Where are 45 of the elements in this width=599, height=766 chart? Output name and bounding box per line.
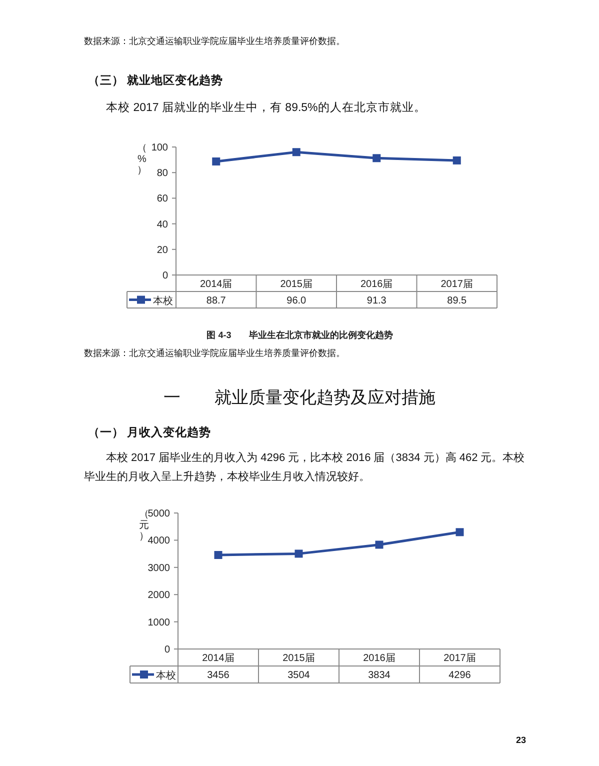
data-label: 89.5 xyxy=(447,295,468,306)
x-tick-label: 2015届 xyxy=(282,653,315,664)
source-note: 数据来源：北京交通运输职业学院应届毕业生培养质量评价数据。 xyxy=(84,347,345,360)
text: （三） 就业地区变化趋势 xyxy=(88,73,224,88)
x-tick-label: 2014届 xyxy=(202,653,234,664)
text: 23 xyxy=(516,735,526,745)
text: 本校 2017 届毕业生的月收入为 4296 元，比本校 2016 届（3834 元）高 462 元。本校毕业生的月收入呈上升趋势，本校毕业生月收入情况较好。 xyxy=(84,450,526,484)
y-tick-label: 5000 xyxy=(148,508,170,520)
y-tick-label: 1000 xyxy=(148,617,170,628)
data-label: 3504 xyxy=(288,670,310,681)
y-tick-label: 2000 xyxy=(148,590,170,602)
data-label: 3834 xyxy=(368,670,391,681)
data-label: 88.7 xyxy=(206,295,226,306)
text: 一 就业质量变化趋势及应对措施 xyxy=(162,387,436,409)
y-tick-label: 3000 xyxy=(148,562,170,574)
data-label: 3456 xyxy=(207,670,230,681)
y-tick-label: 40 xyxy=(156,219,168,230)
y-axis-title: （元） xyxy=(139,509,149,542)
point xyxy=(375,540,384,549)
point xyxy=(214,550,222,559)
source-note: 数据来源：北京交通运输职业学院应届毕业生培养质量评价数据。 xyxy=(84,35,345,48)
data-label: 91.3 xyxy=(366,295,387,306)
text: 本校 2017 届就业的毕业生中，有 89.5%的人在北京市就业。 xyxy=(106,100,426,115)
y-tick-label: 20 xyxy=(156,244,168,256)
legend-label: 本校 xyxy=(153,294,173,307)
text: （一） 月收入变化趋势 xyxy=(88,425,212,440)
legend-label: 本校 xyxy=(156,670,176,682)
y-axis-title: （%） xyxy=(137,143,147,176)
point xyxy=(294,550,303,558)
data-label: 96.0 xyxy=(286,295,307,306)
y-tick-label: 0 xyxy=(162,270,168,282)
y-tick-label: 80 xyxy=(156,168,168,180)
point xyxy=(456,528,464,536)
y-tick-label: 4000 xyxy=(148,536,170,547)
text: 图 4-3 毕业生在北京市就业的比例变化趋势 xyxy=(206,330,394,340)
x-tick-label: 2016届 xyxy=(360,278,393,290)
x-tick-label: 2016届 xyxy=(363,653,396,664)
x-tick-label: 2017届 xyxy=(440,278,473,290)
y-tick-label: 60 xyxy=(156,194,168,205)
x-tick-label: 2017届 xyxy=(444,653,476,664)
y-tick-label: 0 xyxy=(164,644,170,656)
x-tick-label: 2015届 xyxy=(280,278,312,290)
data-label: 4296 xyxy=(448,670,472,681)
x-tick-label: 2014届 xyxy=(200,278,232,290)
y-tick-label: 100 xyxy=(151,142,168,154)
